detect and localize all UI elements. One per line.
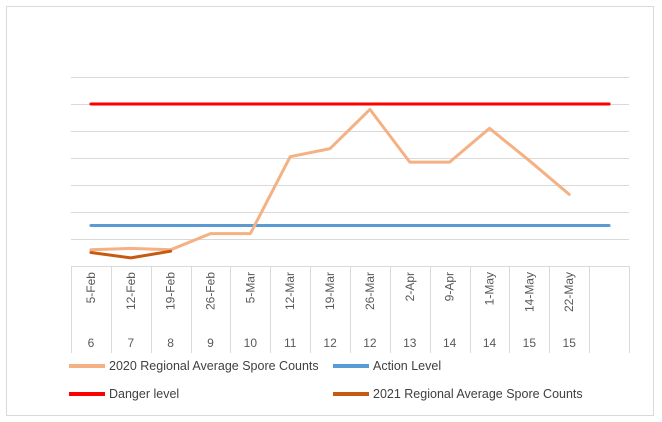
x-week-label: 15 [563,336,577,350]
series-line-0 [89,107,571,252]
x-week-label: 6 [88,336,95,350]
x-tick-label: 5-Feb [84,272,98,304]
series-lines [89,102,611,260]
chart-frame: 5-Feb 6 12-Feb 7 19-Feb 8 26-Feb 9 5-Mar 10 12-Mar… [6,6,654,416]
legend-label-action-level: Action Level [373,359,442,373]
x-axis-table: 5-Feb 6 12-Feb 7 19-Feb 8 26-Feb 9 5-Mar 10 12-Mar… [71,266,630,353]
series-line-3 [89,249,173,260]
legend-swatch-2021 [333,392,369,396]
x-week-label: 9 [207,336,214,350]
x-week-label: 10 [244,336,258,350]
x-week-label: 11 [284,336,297,350]
line-chart: 5-Feb 6 12-Feb 7 19-Feb 8 26-Feb 9 5-Mar 10 12-Mar… [71,77,630,353]
x-tick-label: 12-Mar [283,272,297,310]
legend-item-danger-level: Danger level [69,387,179,401]
x-week-label: 15 [523,336,537,350]
x-tick-label: 26-Mar [363,272,377,310]
legend-label-2021: 2021 Regional Average Spore Counts [373,387,583,401]
legend-item-2021: 2021 Regional Average Spore Counts [333,387,583,401]
legend-label-2020: 2020 Regional Average Spore Counts [109,359,319,373]
x-tick-label: 1-May [483,272,497,305]
x-tick-label: 14-May [522,272,536,312]
x-week-label: 12 [363,336,377,350]
x-tick-label: 5-Mar [243,272,257,303]
x-week-label: 14 [483,336,497,350]
legend-label-danger-level: Danger level [109,387,180,401]
x-week-label: 14 [443,336,457,350]
x-tick-label: 2-Apr [403,272,417,301]
x-week-label: 13 [403,336,417,350]
legend-swatch-action-level [333,364,369,368]
legend-item-action-level: Action Level [333,359,441,373]
x-week-label: 7 [127,336,134,350]
legend-swatch-2020 [69,364,105,368]
x-tick-label: 19-Mar [323,272,337,310]
x-tick-label: 19-Feb [164,272,178,310]
legend-swatch-danger-level [69,392,105,396]
x-week-label: 8 [167,336,174,350]
legend-item-2020: 2020 Regional Average Spore Counts [69,359,319,373]
gridlines [71,77,629,240]
x-tick-label: 26-Feb [204,272,218,310]
x-tick-label: 22-May [562,272,576,312]
x-tick-label: 9-Apr [443,272,457,301]
x-week-label: 12 [323,336,337,350]
x-tick-label: 12-Feb [124,272,138,310]
